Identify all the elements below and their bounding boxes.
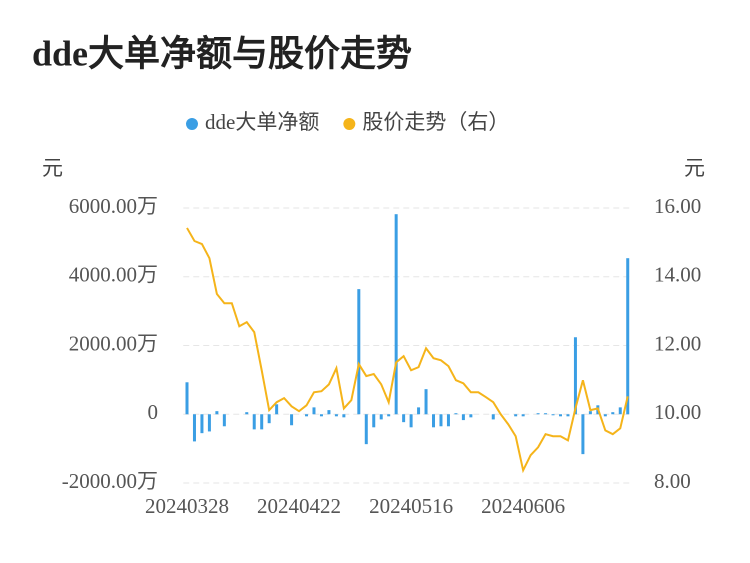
x-tick-label: 20240328	[145, 494, 229, 518]
bar	[192, 414, 196, 442]
bar	[327, 410, 331, 415]
bar	[334, 414, 338, 417]
bar	[387, 414, 391, 417]
bar	[588, 411, 592, 415]
bar	[312, 407, 316, 415]
bar	[544, 413, 548, 415]
bar	[603, 414, 607, 417]
bar	[521, 414, 525, 417]
bar	[342, 414, 346, 418]
bar	[461, 414, 465, 421]
bar	[446, 414, 450, 427]
legend-label: dde大单净额	[205, 110, 319, 134]
bar	[290, 414, 294, 426]
bar	[573, 337, 577, 415]
bar	[432, 414, 436, 428]
x-tick-label: 20240516	[369, 494, 453, 518]
price-line	[186, 227, 629, 474]
bar	[551, 414, 555, 416]
bar	[611, 412, 615, 415]
y-tick-label: 6000.00万	[69, 194, 158, 218]
bar	[364, 414, 368, 445]
bar	[319, 414, 323, 417]
bar	[215, 411, 219, 415]
bar	[245, 412, 249, 415]
bar	[305, 414, 309, 417]
bar	[559, 414, 562, 417]
legend-marker	[186, 118, 198, 130]
y-tick-label: 4000.00万	[69, 263, 158, 287]
bar	[454, 413, 458, 415]
bar	[402, 414, 406, 423]
bar	[372, 414, 376, 428]
bar	[469, 414, 473, 418]
bar	[222, 414, 226, 427]
legend-label: 股价走势（右）	[362, 110, 509, 134]
bar	[409, 414, 413, 428]
bar	[618, 407, 622, 415]
bar	[626, 258, 630, 415]
bar	[357, 289, 361, 415]
bar	[267, 414, 271, 424]
bar	[439, 414, 443, 427]
bar	[491, 414, 495, 420]
bar	[379, 414, 383, 420]
bar	[394, 214, 398, 415]
y-tick-label: 2000.00万	[69, 331, 158, 355]
bar	[417, 407, 421, 415]
bar	[252, 414, 256, 430]
y2-tick-label: 8.00	[654, 469, 691, 493]
bar	[581, 414, 585, 455]
bar	[200, 414, 204, 434]
bar	[207, 414, 211, 432]
bar	[260, 414, 264, 430]
bar	[424, 389, 428, 415]
bar	[536, 413, 540, 415]
y-tick-label: 0	[148, 400, 159, 424]
y2-tick-label: 10.00	[654, 400, 701, 424]
x-tick-label: 20240422	[257, 494, 341, 518]
bar	[566, 414, 570, 417]
y-axis-label: 元	[42, 156, 63, 180]
y2-tick-label: 16.00	[654, 194, 701, 218]
y-tick-label: -2000.00万	[62, 469, 158, 493]
bar	[185, 382, 189, 415]
bar	[514, 414, 518, 417]
y2-axis-label: 元	[684, 156, 705, 180]
bar	[275, 404, 279, 415]
x-tick-label: 20240606	[481, 494, 565, 518]
y2-tick-label: 12.00	[654, 331, 701, 355]
chart-title: dde大单净额与股价走势	[32, 33, 412, 73]
legend-marker	[343, 118, 356, 130]
y2-tick-label: 14.00	[654, 263, 701, 287]
